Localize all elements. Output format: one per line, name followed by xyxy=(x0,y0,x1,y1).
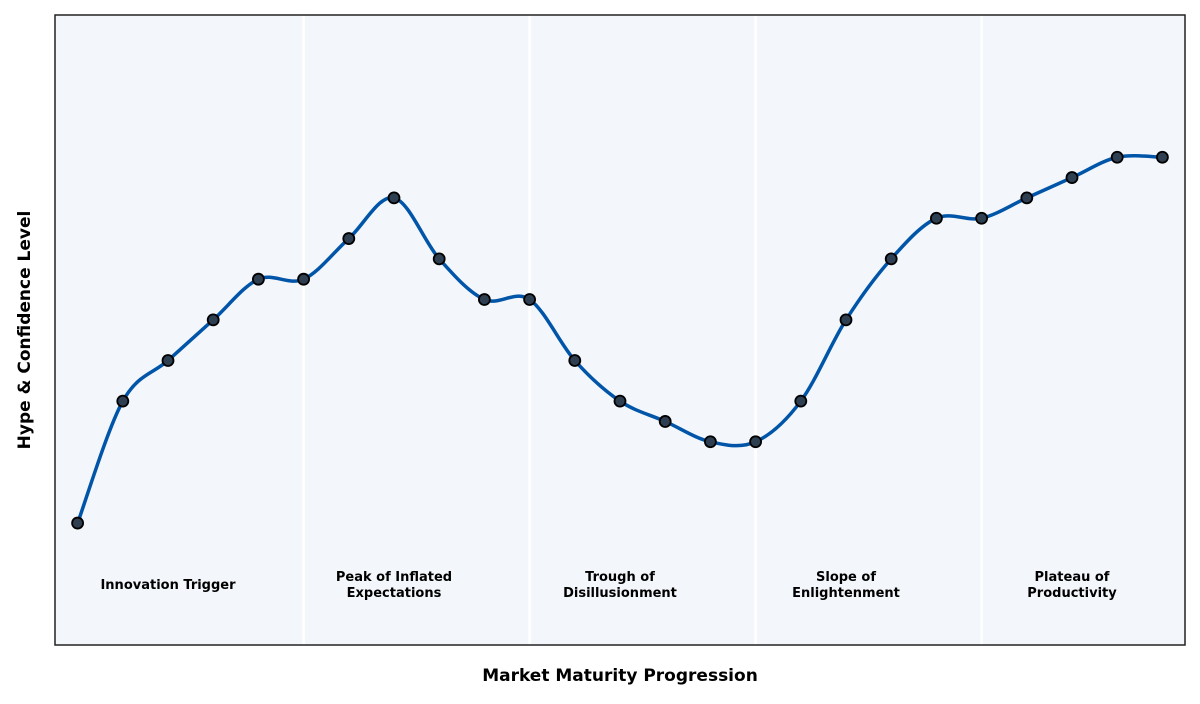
y-axis-title: Hype & Confidence Level xyxy=(15,211,35,450)
data-point-1 xyxy=(116,394,130,408)
data-point-2 xyxy=(161,354,175,367)
data-point-7 xyxy=(387,191,401,205)
phase-label-2: Peak of Inflated Expectations xyxy=(336,570,452,601)
data-point-23 xyxy=(1110,150,1124,164)
data-point-20 xyxy=(975,211,988,225)
data-point-19 xyxy=(930,211,943,225)
data-points xyxy=(71,150,1169,530)
phase-label-1: Innovation Trigger xyxy=(100,578,236,593)
data-point-0 xyxy=(71,516,84,530)
data-point-22 xyxy=(1065,171,1079,184)
data-point-16 xyxy=(794,394,808,408)
data-point-18 xyxy=(884,252,898,266)
x-axis-title: Market Maturity Progression xyxy=(482,666,758,686)
data-point-9 xyxy=(477,293,491,306)
plot-background xyxy=(55,15,1185,645)
data-point-6 xyxy=(342,232,356,245)
phase-dividers xyxy=(302,15,983,645)
data-point-4 xyxy=(251,272,265,286)
data-point-11 xyxy=(568,354,582,367)
data-point-14 xyxy=(704,435,717,449)
phase-labels: Innovation Trigger Peak of Inflated Expect… xyxy=(100,570,1117,601)
data-point-17 xyxy=(839,313,853,327)
data-point-10 xyxy=(523,293,536,306)
data-point-5 xyxy=(297,272,311,286)
phase-label-4: Slope of Enlightenment xyxy=(792,570,900,601)
data-point-15 xyxy=(749,435,762,449)
phase-label-5: Plateau of Productivity xyxy=(1027,570,1117,601)
data-point-24 xyxy=(1156,150,1169,164)
data-point-8 xyxy=(432,252,446,266)
data-point-13 xyxy=(658,415,672,428)
data-point-3 xyxy=(206,313,220,327)
data-point-12 xyxy=(613,394,627,408)
data-point-21 xyxy=(1020,191,1034,205)
plot-frame xyxy=(54,14,1186,646)
phase-label-3: Trough of Disillusionment xyxy=(563,570,677,601)
